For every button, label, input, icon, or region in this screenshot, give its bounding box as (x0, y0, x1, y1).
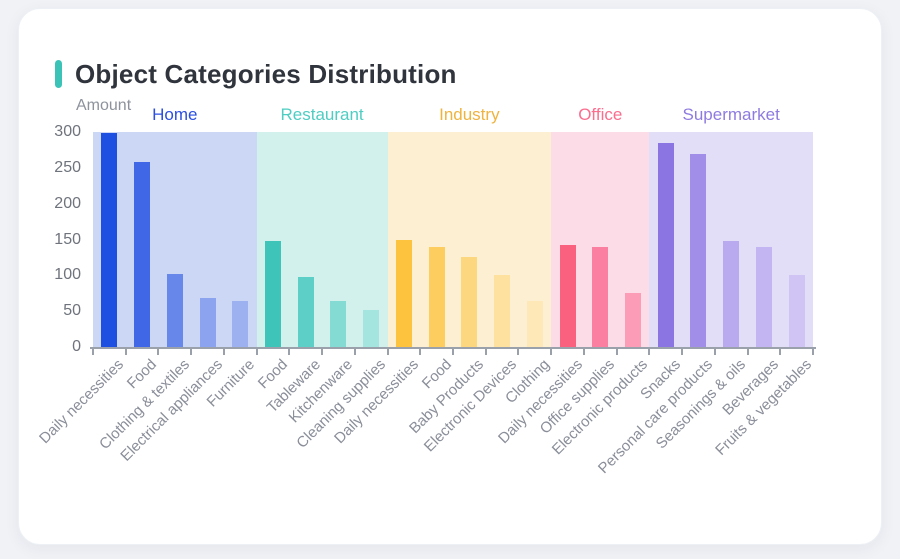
bar-electronic-products[interactable] (625, 292, 641, 347)
bar-clothing-textiles[interactable] (166, 273, 183, 347)
y-axis-tick-label: 300 (54, 123, 81, 140)
bar-office-supplies[interactable] (592, 247, 609, 347)
bar-seasonings-oils[interactable] (723, 240, 740, 347)
y-axis-tick-label: 0 (72, 338, 81, 355)
bar-snacks[interactable] (657, 143, 674, 347)
bar-personal-care-products[interactable] (690, 153, 707, 347)
group-label-restaurant: Restaurant (280, 105, 364, 124)
x-axis-tick (517, 349, 520, 355)
y-axis-tick-label: 100 (54, 266, 81, 284)
x-axis-tick (681, 349, 684, 355)
x-axis-tick (419, 349, 422, 355)
x-axis-tick (124, 349, 127, 355)
bar-clothing[interactable] (526, 301, 543, 347)
x-axis-line (90, 347, 816, 349)
x-axis-tick (550, 349, 553, 355)
plot-area: 0 50 100 150 200 250 300 Home Daily necessities F… (36, 105, 816, 477)
bar-daily-necessities[interactable] (395, 239, 412, 347)
group-label-supermarket: Supermarket (682, 105, 780, 124)
bar-electronic-devices[interactable] (494, 275, 511, 347)
x-axis-tick (452, 349, 454, 355)
x-axis-tick (92, 349, 94, 355)
bar-electrical-appliances[interactable] (199, 297, 216, 347)
x-axis-tick (648, 349, 651, 355)
x-axis-tick (386, 349, 389, 355)
title-accent-bar (55, 60, 62, 88)
x-axis-tick (746, 349, 749, 355)
x-axis-tick (222, 349, 225, 355)
card-header: Object Categories Distribution (55, 59, 457, 89)
x-axis-tick (615, 349, 618, 355)
x-axis-tick (288, 349, 291, 355)
bar-furniture[interactable] (232, 301, 249, 347)
bar-beverages[interactable] (755, 246, 772, 347)
x-axis-tick (190, 349, 193, 355)
x-axis-tick (713, 349, 716, 355)
x-axis-tick (255, 349, 258, 355)
y-axis-tick-label: 250 (54, 158, 81, 176)
x-axis-tick (812, 349, 814, 355)
bar-kitchenware[interactable] (330, 301, 347, 347)
x-axis-tick (321, 349, 324, 355)
bar-daily-necessities[interactable] (101, 133, 118, 347)
chart-card: Object Categories Distribution Amount 0 5… (18, 8, 882, 545)
y-axis-tick-label: 50 (63, 302, 81, 320)
group-label-industry: Industry (439, 105, 500, 124)
bar-baby-products[interactable] (461, 256, 478, 347)
bar-tableware[interactable] (297, 277, 314, 347)
x-axis-tick (484, 349, 487, 355)
x-axis-tick (353, 349, 356, 355)
bar-food[interactable] (134, 162, 151, 347)
y-axis-tick-label: 200 (54, 194, 81, 212)
chart-title: Object Categories Distribution (75, 58, 457, 89)
bar-food[interactable] (265, 240, 281, 347)
bar-food[interactable] (428, 247, 445, 347)
group-label-office: Office (578, 105, 623, 124)
bar-fruits-vegetables[interactable] (788, 274, 805, 347)
bar-cleaning-supplies[interactable] (363, 310, 380, 347)
y-axis-title: Amount (76, 97, 132, 114)
x-axis-tick (779, 349, 782, 355)
x-axis-tick (157, 349, 160, 355)
x-axis-tick (582, 349, 585, 355)
y-axis-tick-label: 150 (54, 230, 81, 248)
group-label-home: Home (152, 105, 198, 124)
bar-daily-necessities[interactable] (559, 245, 576, 347)
